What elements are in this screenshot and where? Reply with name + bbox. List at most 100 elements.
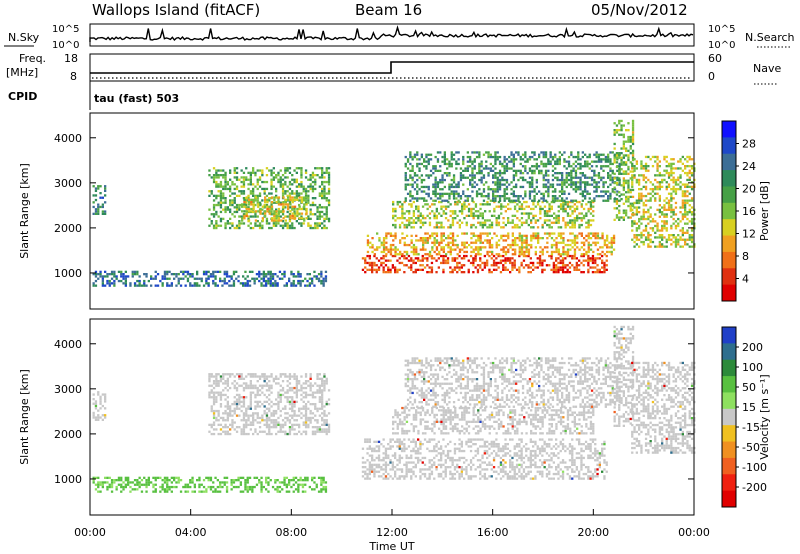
power-data-cell <box>616 169 619 172</box>
power-data-cell <box>686 222 689 225</box>
power-data-cell <box>587 241 590 244</box>
power-data-cell <box>674 178 678 182</box>
power-data-cell <box>433 237 436 240</box>
power-data-cell <box>597 172 601 175</box>
power-data-cell <box>472 248 475 251</box>
power-data-cell <box>291 226 294 230</box>
power-data-cell <box>679 167 682 170</box>
power-data-cell <box>546 200 549 204</box>
power-data-cell <box>256 224 259 227</box>
power-data-cell <box>378 246 381 249</box>
power-data-cell <box>224 222 227 225</box>
power-data-cell <box>609 195 612 198</box>
power-data-cell <box>503 195 506 198</box>
power-data-cell <box>467 203 471 206</box>
vel-data-cell <box>242 400 246 403</box>
power-data-cell <box>631 176 634 179</box>
power-data-cell <box>580 261 583 265</box>
vel-data-cell <box>233 400 236 403</box>
power-data-cell <box>425 192 428 195</box>
power-data-cell <box>578 232 581 235</box>
power-data-cell <box>494 172 497 175</box>
vel-data-cell <box>265 396 269 399</box>
power-data-cell <box>382 246 386 249</box>
power-data-cell <box>217 169 220 172</box>
power-data-cell <box>99 185 102 188</box>
vel-data-cell <box>242 414 246 417</box>
power-data-cell <box>525 205 528 208</box>
power-data-cell <box>622 211 625 215</box>
power-data-cell <box>563 190 566 193</box>
vel-data-cell <box>173 485 176 489</box>
power-data-cell <box>300 185 303 188</box>
power-data-cell <box>587 221 590 224</box>
power-data-cell <box>580 205 583 208</box>
range-tick-label: 1000 <box>54 267 82 280</box>
vel-data-cell <box>251 488 254 491</box>
power-data-cell <box>277 178 280 181</box>
power-data-cell <box>550 232 554 235</box>
vel-data-cell <box>231 414 234 417</box>
power-data-cell <box>398 217 402 220</box>
power-data-cell <box>248 279 252 283</box>
power-data-cell <box>515 174 518 177</box>
power-data-cell <box>196 270 199 273</box>
power-data-cell <box>536 261 539 265</box>
power-data-cell <box>484 232 487 235</box>
power-data-cell <box>324 277 328 280</box>
power-data-cell <box>681 206 684 209</box>
power-data-cell <box>507 234 510 237</box>
freq-unit-label: [MHz] <box>6 66 38 79</box>
power-data-cell <box>491 243 494 247</box>
power-data-cell <box>101 196 104 199</box>
power-data-cell <box>553 212 556 215</box>
power-data-cell <box>265 187 269 191</box>
power-data-cell <box>288 192 292 195</box>
power-data-cell <box>452 192 456 195</box>
power-data-cell <box>110 273 114 276</box>
power-data-cell <box>295 220 298 223</box>
power-data-cell <box>182 273 185 276</box>
power-data-cell <box>649 215 652 218</box>
power-data-cell <box>311 279 314 283</box>
power-data-cell <box>631 133 635 136</box>
power-data-cell <box>321 222 324 225</box>
power-data-cell <box>485 151 488 154</box>
power-data-cell <box>97 210 100 213</box>
power-data-cell <box>231 201 234 204</box>
power-data-cell <box>520 205 524 208</box>
power-data-cell <box>690 236 694 239</box>
power-data-cell <box>618 177 621 180</box>
power-data-cell <box>513 200 517 204</box>
power-data-cell <box>472 234 475 237</box>
vel-data-cell <box>229 412 232 415</box>
power-data-cell <box>553 221 556 224</box>
power-data-cell <box>544 178 548 182</box>
power-data-cell <box>555 248 558 251</box>
power-data-cell <box>235 167 239 170</box>
power-data-cell <box>649 158 652 161</box>
power-data-cell <box>506 259 509 262</box>
power-data-cell <box>449 266 452 269</box>
power-data-cell <box>520 212 524 215</box>
power-data-cell <box>612 239 616 242</box>
power-data-cell <box>477 210 480 213</box>
power-data-cell <box>556 162 559 166</box>
power-data-cell <box>573 210 576 213</box>
power-data-cell <box>396 271 399 274</box>
power-data-cell <box>539 217 542 220</box>
power-data-cell <box>261 205 264 208</box>
power-data-cell <box>511 257 514 260</box>
power-data-cell <box>461 212 464 215</box>
power-data-cell <box>389 232 393 235</box>
power-data-cell <box>401 217 404 220</box>
power-data-cell <box>242 183 246 186</box>
power-data-cell <box>606 239 609 242</box>
power-data-cell <box>184 275 187 278</box>
vel-data-cell <box>311 488 314 491</box>
power-data-cell <box>598 257 601 260</box>
power-data-cell <box>530 221 533 224</box>
vel-data-cell <box>145 483 148 486</box>
power-data-cell <box>479 259 482 262</box>
vel-data-cell <box>104 393 107 396</box>
